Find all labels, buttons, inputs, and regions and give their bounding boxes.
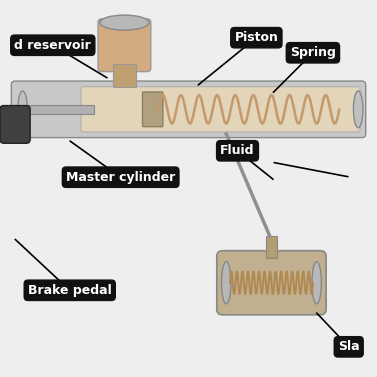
Bar [113, 64, 136, 87]
Text: Master cylinder: Master cylinder [66, 171, 175, 184]
FancyBboxPatch shape [0, 106, 30, 143]
Ellipse shape [100, 15, 149, 30]
Ellipse shape [18, 91, 27, 128]
Ellipse shape [354, 91, 363, 128]
Ellipse shape [221, 262, 231, 304]
FancyBboxPatch shape [81, 87, 360, 132]
Text: Piston: Piston [234, 31, 278, 44]
Text: Sla: Sla [338, 340, 360, 353]
Text: Spring: Spring [290, 46, 336, 59]
Ellipse shape [312, 262, 321, 304]
Bar [266, 236, 277, 258]
Bar [19, 105, 94, 114]
FancyBboxPatch shape [217, 251, 326, 315]
FancyBboxPatch shape [143, 92, 163, 127]
Text: Brake pedal: Brake pedal [28, 284, 112, 297]
Text: Fluid: Fluid [220, 144, 255, 157]
FancyBboxPatch shape [98, 19, 151, 72]
FancyBboxPatch shape [11, 81, 366, 138]
Text: d reservoir: d reservoir [14, 39, 91, 52]
